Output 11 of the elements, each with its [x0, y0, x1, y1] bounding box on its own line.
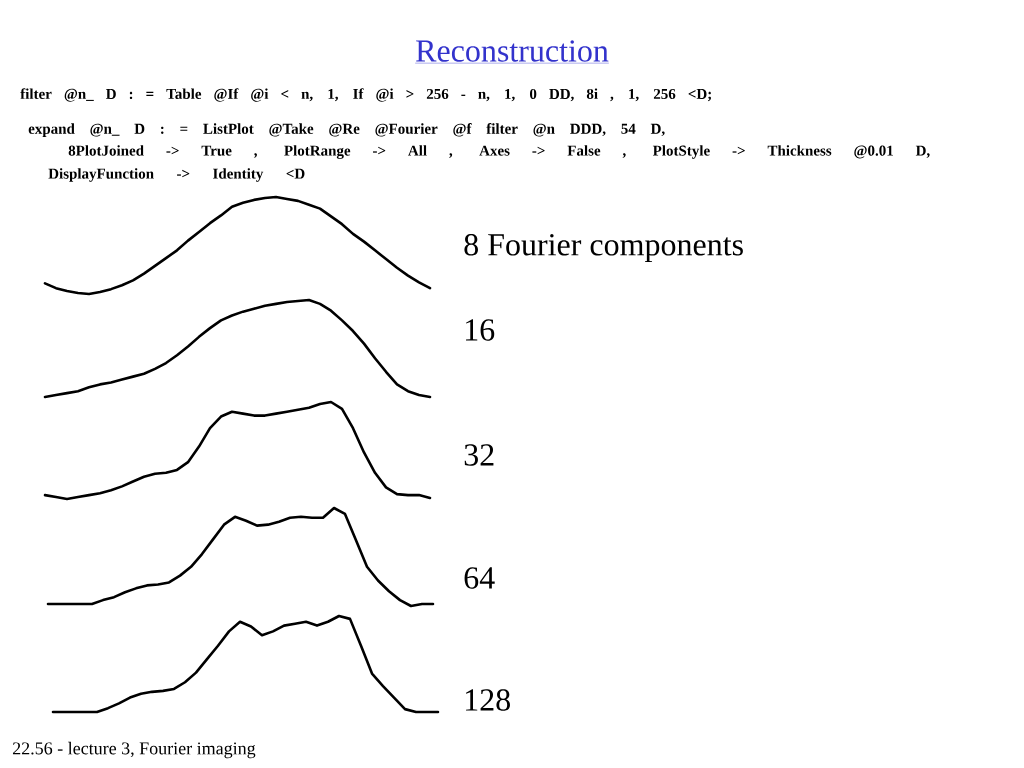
- series-label: 8 Fourier components: [464, 233, 743, 263]
- series-label: 64: [464, 567, 495, 589]
- text: DisplayFunction -> Identity <D: [48, 168, 305, 182]
- text: 8PlotJoined -> True , PlotRange -> All , Axes -> False , PlotStyle -> Thickness @0.01 D,: [68, 145, 930, 159]
- text: expand @n_ D : = ListPlot @Take @Re @Fourier @f filter @n DDD, 54 D,: [28, 123, 665, 137]
- text: Reconstruction: [416, 40, 609, 62]
- series-label: 32: [464, 444, 494, 466]
- text: 16: [466, 319, 495, 341]
- text: 22.56 - lecture 3, Fourier imaging: [12, 741, 256, 759]
- series-label: 128: [466, 689, 510, 711]
- text: filter @n_ D : = Table @If @i < n, 1, If @i > 256 - n, 1, 0 DD, 8i , 1, 256 <D;: [20, 88, 711, 102]
